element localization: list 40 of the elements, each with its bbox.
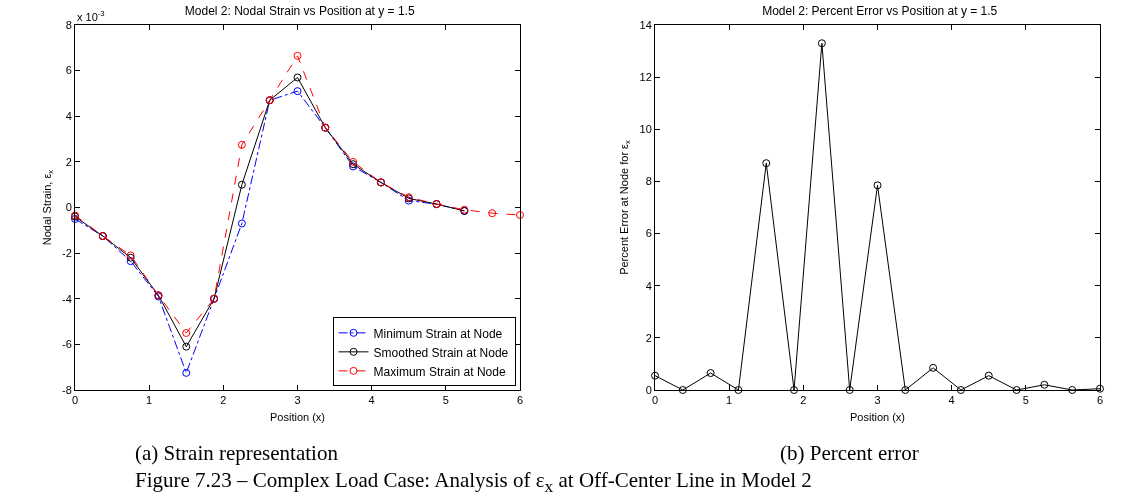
y-tick-label: 14 <box>639 18 652 31</box>
x-tick-label: 1 <box>726 394 733 407</box>
legend-label: Smoothed Strain at Node <box>373 345 509 360</box>
y-tick-label: 4 <box>645 279 652 292</box>
text: x 10$^{-3}$ <box>77 9 105 23</box>
x-tick-label: 2 <box>220 394 227 407</box>
y-tick-label: 0 <box>645 383 652 396</box>
x-tick-label: 4 <box>368 394 375 407</box>
y-tick-label: -6 <box>62 338 72 351</box>
legend-label: Maximum Strain at Node <box>373 364 506 379</box>
chart-title: Model 2: Nodal Strain vs Position at y = 1.5 <box>184 3 415 18</box>
y-tick-label: 12 <box>639 70 652 83</box>
y-tick-label: -4 <box>62 292 72 305</box>
y-tick-label: 8 <box>65 18 72 31</box>
y-tick-label: 6 <box>65 64 72 77</box>
y-tick-label: 6 <box>645 227 652 240</box>
caption: Figure 7.23 – Complex Load Case: Analysis of ε$_{x}$ at Off-Center Line in Model 2 <box>135 468 812 498</box>
x-tick-label: 5 <box>442 394 449 407</box>
x-tick-label: 4 <box>948 394 955 407</box>
x-tick-label: 5 <box>1022 394 1029 407</box>
x-axis-title: Position (x) <box>269 411 326 424</box>
chart-title: Model 2: Percent Error vs Position at y = 1.5 <box>762 3 998 18</box>
x-tick-label: 1 <box>146 394 153 407</box>
text: (b) Percent error <box>780 441 919 466</box>
y-tick-label: -8 <box>62 383 72 396</box>
y-tick-label: 0 <box>65 201 72 214</box>
x-axis-title: Position (x) <box>849 411 906 424</box>
text: (a) Strain representation <box>135 441 338 466</box>
x-tick-label: 2 <box>800 394 807 407</box>
x-tick-label: 6 <box>516 394 524 407</box>
y-tick-label: 8 <box>645 175 652 188</box>
x-tick-label: 6 <box>1096 394 1104 407</box>
y-tick-label: -2 <box>62 246 72 259</box>
y-tick-label: 4 <box>65 110 72 123</box>
y-tick-label: 2 <box>65 155 72 168</box>
x-tick-label: 3 <box>294 394 301 407</box>
y-tick-label: 2 <box>645 331 652 344</box>
legend-label: Minimum Strain at Node <box>373 326 503 341</box>
y-tick-label: 10 <box>639 123 652 136</box>
x-tick-label: 3 <box>874 394 881 407</box>
